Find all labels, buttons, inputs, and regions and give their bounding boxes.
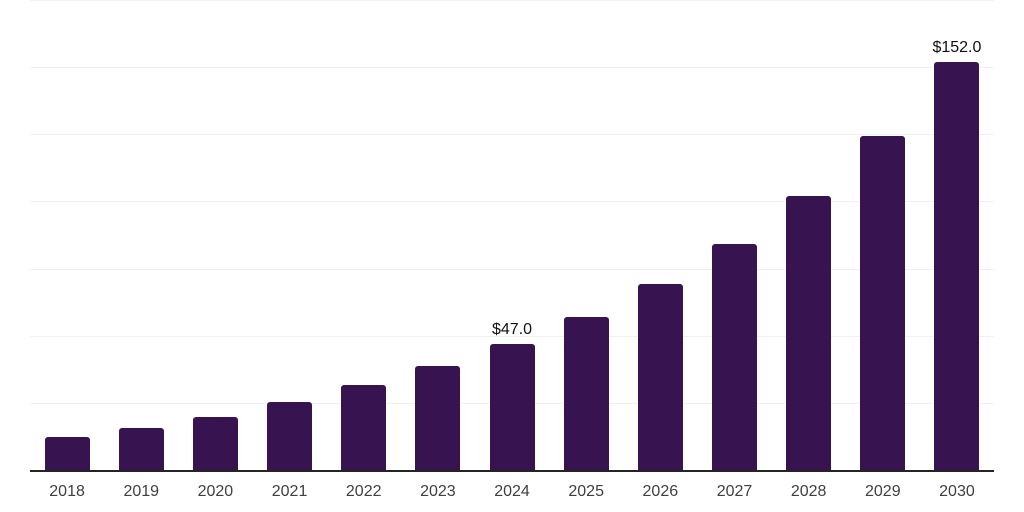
- bar-2020: [192, 416, 238, 470]
- x-axis-tick-labels: 2018 2019 2020 2021 2022 2023 2024 2025 2026 2027…: [30, 482, 994, 502]
- x-tick-label-2024: 2024: [494, 483, 530, 500]
- gridline-75: [30, 268, 994, 270]
- bar-2029: [860, 136, 906, 470]
- gridline-175: [30, 0, 994, 1]
- gridline-125: [30, 134, 994, 136]
- bar-2021: [267, 402, 313, 470]
- bar-2030: [934, 61, 980, 470]
- x-axis-line: [30, 470, 994, 472]
- bar-2022: [341, 384, 387, 470]
- bar-chart: $47.0 $152.0 2018 2019 2020 2021 2022 2023 2024…: [30, 0, 994, 512]
- x-tick-label-2030: 2030: [939, 483, 975, 500]
- x-tick-label-2018: 2018: [49, 483, 85, 500]
- bar-2018: [44, 437, 90, 470]
- gridline-50: [30, 335, 994, 337]
- bar-2026: [637, 283, 683, 470]
- bar-2024: [489, 343, 535, 470]
- x-tick-label-2025: 2025: [568, 483, 604, 500]
- x-tick-label-2027: 2027: [716, 483, 753, 500]
- value-label-2024: $47.0: [491, 320, 533, 338]
- bar-2019: [118, 427, 164, 470]
- x-tick-label-2023: 2023: [420, 483, 456, 500]
- x-tick-label-2020: 2020: [197, 483, 234, 500]
- value-label-2030: $152.0: [932, 38, 982, 56]
- plot-area: $47.0 $152.0: [30, 0, 994, 470]
- x-tick-label-2021: 2021: [271, 483, 308, 500]
- x-tick-label-2019: 2019: [123, 483, 160, 500]
- bar-2023: [415, 365, 461, 470]
- x-tick-label-2029: 2029: [865, 483, 901, 500]
- x-tick-label-2026: 2026: [642, 483, 679, 500]
- bar-2027: [711, 243, 757, 470]
- gridline-100: [30, 201, 994, 203]
- x-tick-label-2022: 2022: [345, 483, 382, 500]
- x-tick-label-2028: 2028: [790, 483, 827, 500]
- gridline-150: [30, 67, 994, 69]
- bar-2028: [786, 195, 832, 470]
- bar-2025: [563, 316, 609, 470]
